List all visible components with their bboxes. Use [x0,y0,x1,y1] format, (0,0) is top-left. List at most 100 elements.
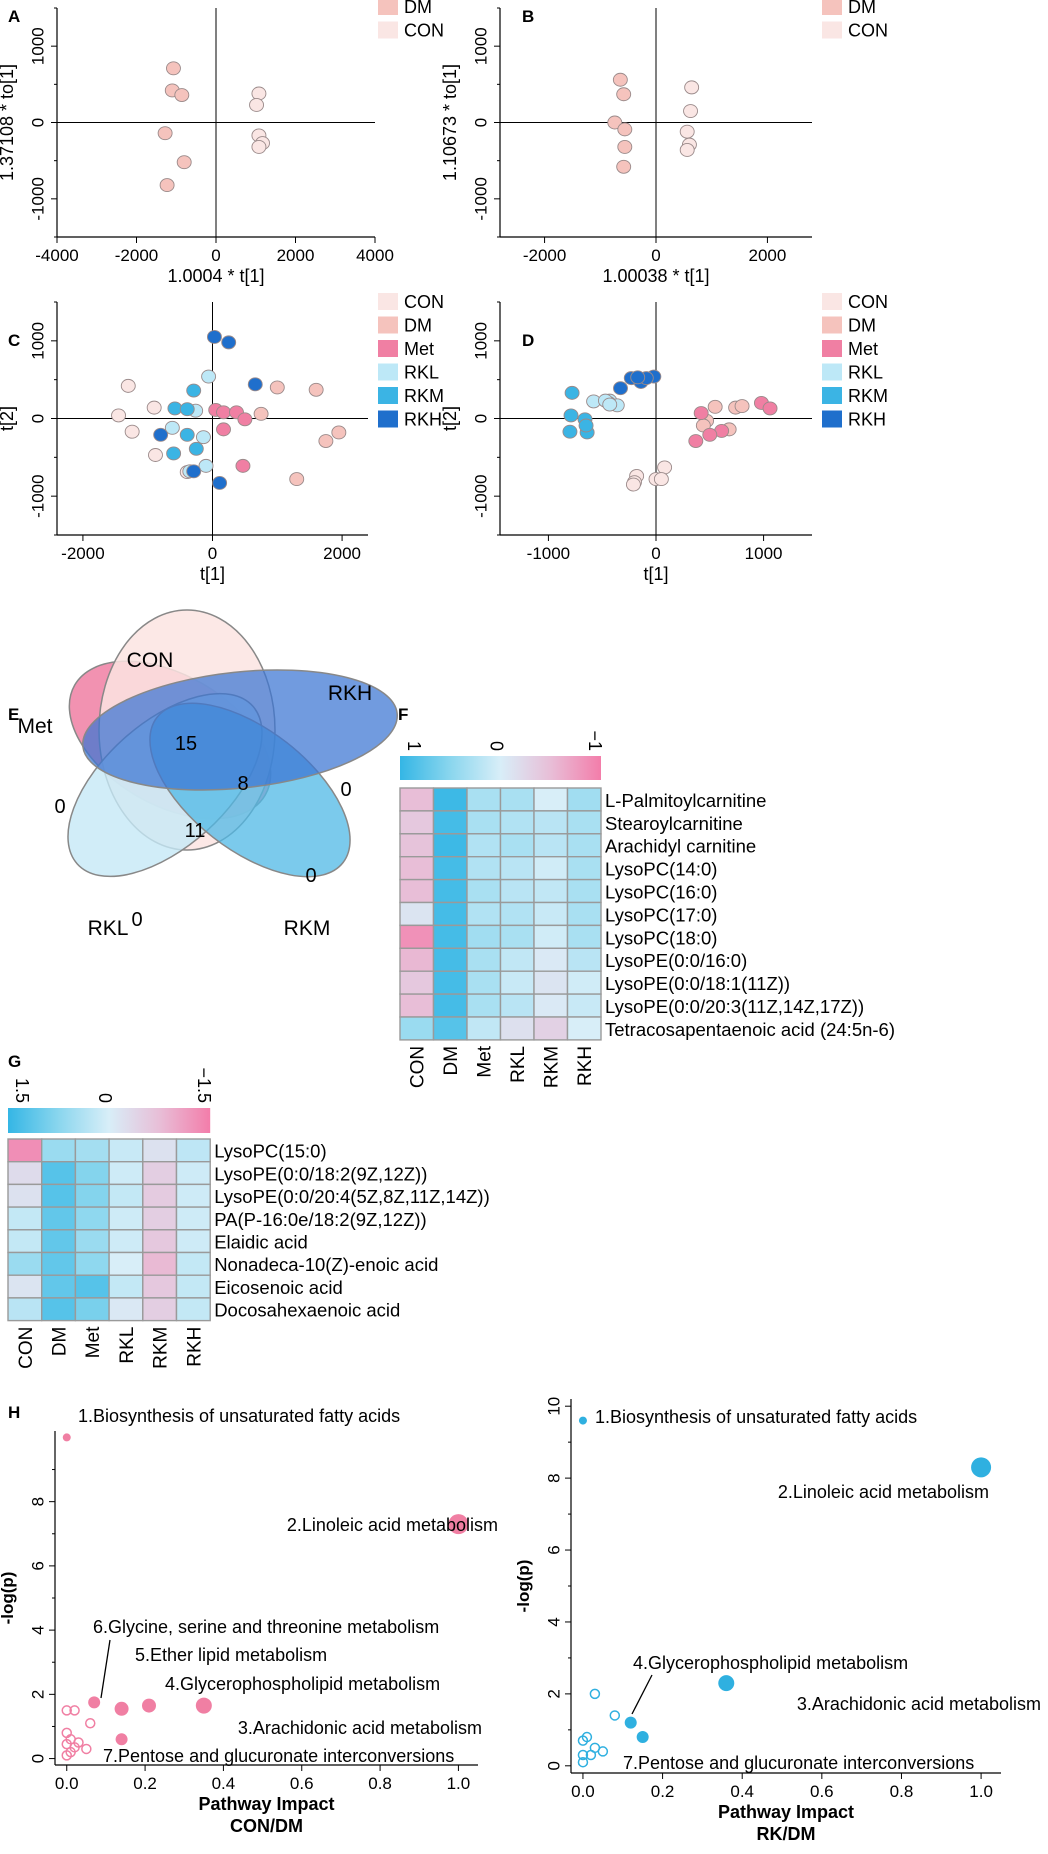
heatmap-cell [108,1138,144,1163]
data-point-RKH [186,464,202,479]
data-point-RKH [206,330,222,344]
data-point-Met [688,434,704,448]
y-tick-label: 2 [544,1689,563,1698]
y-axis-label: -log(p) [514,1560,533,1613]
heatmap-column-label: RKM [542,1046,563,1088]
y-tick-label: 0 [28,414,47,423]
pathway-point [88,1696,101,1709]
x-tick-label: 2000 [277,246,315,265]
panel-letter-B: B [522,7,534,26]
data-point-CON [657,460,673,475]
y-tick-label: -1000 [471,474,490,517]
heatmap-row-label: LysoPC(17:0) [605,904,717,925]
pathway-point [142,1698,156,1713]
x-tick-label: 4000 [356,246,394,265]
heatmap-cell [566,833,602,858]
legend-swatch-RKM [822,387,842,404]
data-point-CON [251,139,267,154]
score-plot-C: -2000 0 2000 -1000 0 1000 t[1] t[2] CON DM Met RKL R… [0,292,444,584]
heatmap-row-label: Nonadeca-10(Z)-enoic acid [214,1254,438,1275]
legend: DM CON [822,0,888,41]
heatmap-row-label: LysoPC(16:0) [605,882,717,903]
heatmap-cell [41,1138,77,1163]
y-tick-label: 0 [28,1754,47,1763]
data-point-RKH [630,370,646,385]
legend-swatch-CON [378,21,398,39]
data-point-Met [762,401,778,416]
minor-pathway-point [73,1737,84,1748]
colorbar-high-label: 1 [404,741,424,751]
heatmap-cell [74,1160,110,1186]
heatmap-column-label: RKL [117,1327,138,1364]
data-point-DM [174,88,190,102]
heatmap-cell [499,1016,535,1041]
y-tick-label: 2 [28,1690,47,1699]
heatmap-cell [566,924,602,950]
legend-swatch-RKH [822,410,842,428]
heatmap-column-label: Met [475,1045,496,1077]
data-point-RKH [221,335,237,350]
heatmap-row-label: Eicosenoic acid [214,1277,343,1298]
data-point-DM [176,155,192,170]
y-tick-label: 1000 [471,27,490,65]
heatmap-cell [533,1016,569,1041]
heatmap-cell [41,1206,77,1231]
legend-swatch-DM [378,316,398,334]
legend-label-Met: Met [404,339,434,359]
data-point-DM [607,115,623,130]
pathway-point [448,1514,469,1535]
data-point-RKL [201,369,217,384]
heatmap-cell [533,833,569,858]
legend-label-Met: Met [848,339,878,359]
venn-label-CON: CON [127,649,174,672]
heatmap-cell [175,1251,211,1276]
legend: CON DM Met RKL RKM RKH [378,292,444,430]
data-point-DM [289,472,305,487]
pathway-point [578,1416,587,1425]
legend-label-RKM: RKM [404,386,444,406]
data-point-DM [331,425,347,440]
heatmap-cell [399,833,435,858]
x-tick-label: 0.4 [212,1774,236,1793]
heatmap-cell [399,1016,435,1041]
heatmap-cell [566,970,602,995]
minor-pathway-point [577,1756,589,1768]
panel-letter-F: F [398,705,408,724]
pathway-plot-RK-DM: 0.0 0.2 0.4 0.6 0.8 1.0 0 2 4 6 8 10 -log(p) Pathway … [514,1397,1041,1844]
minor-pathway-point [581,1731,593,1743]
venn-count-CON-RKH: 8 [237,773,248,795]
heatmap-row-label: Docosahexaenoic acid [214,1300,400,1321]
data-point-CON [111,408,127,423]
data-point-RKM [188,441,204,456]
pathway-point [624,1716,637,1729]
y-axis-label: t[2] [0,406,17,431]
heatmap-cell [108,1229,144,1254]
venn-count-CON-only: 15 [175,733,197,755]
minor-pathway-point [61,1750,72,1761]
colorbar-mid-label: 0 [95,1093,115,1103]
heatmap-cell [108,1251,144,1276]
heatmap-cell [466,1016,502,1041]
data-point-CON [683,104,698,119]
x-tick-label: 1.0 [969,1782,993,1801]
data-point-Met [693,406,709,421]
heatmap-cell [466,856,502,881]
venn-count-RKL-only: 0 [131,909,142,931]
heatmap-cell [41,1297,77,1322]
heatmap-cell [41,1160,77,1186]
pathway-label: 3.Arachidonic acid metabolism [797,1694,1041,1714]
x-axis-label: t[1] [643,564,668,584]
data-point-DM [318,434,334,448]
panel-letter-D: D [522,331,534,350]
y-tick-label: 8 [28,1497,47,1506]
pathway-label: 6.Glycine, serine and threonine metaboli… [93,1617,439,1637]
data-point-CON [625,477,641,492]
x-axis-label: 1.00038 * t[1] [602,266,709,286]
score-plot-A: -4000 -2000 0 2000 4000 -1000 0 1000 1.0004 * t[… [0,0,444,286]
heatmap-row-label: LysoPE(0:0/18:2(9Z,12Z)) [214,1163,427,1184]
data-point-CON [146,400,162,415]
y-tick-label: 10 [544,1397,563,1416]
heatmap-cell [466,947,502,972]
venn-count-all: 11 [185,820,206,842]
